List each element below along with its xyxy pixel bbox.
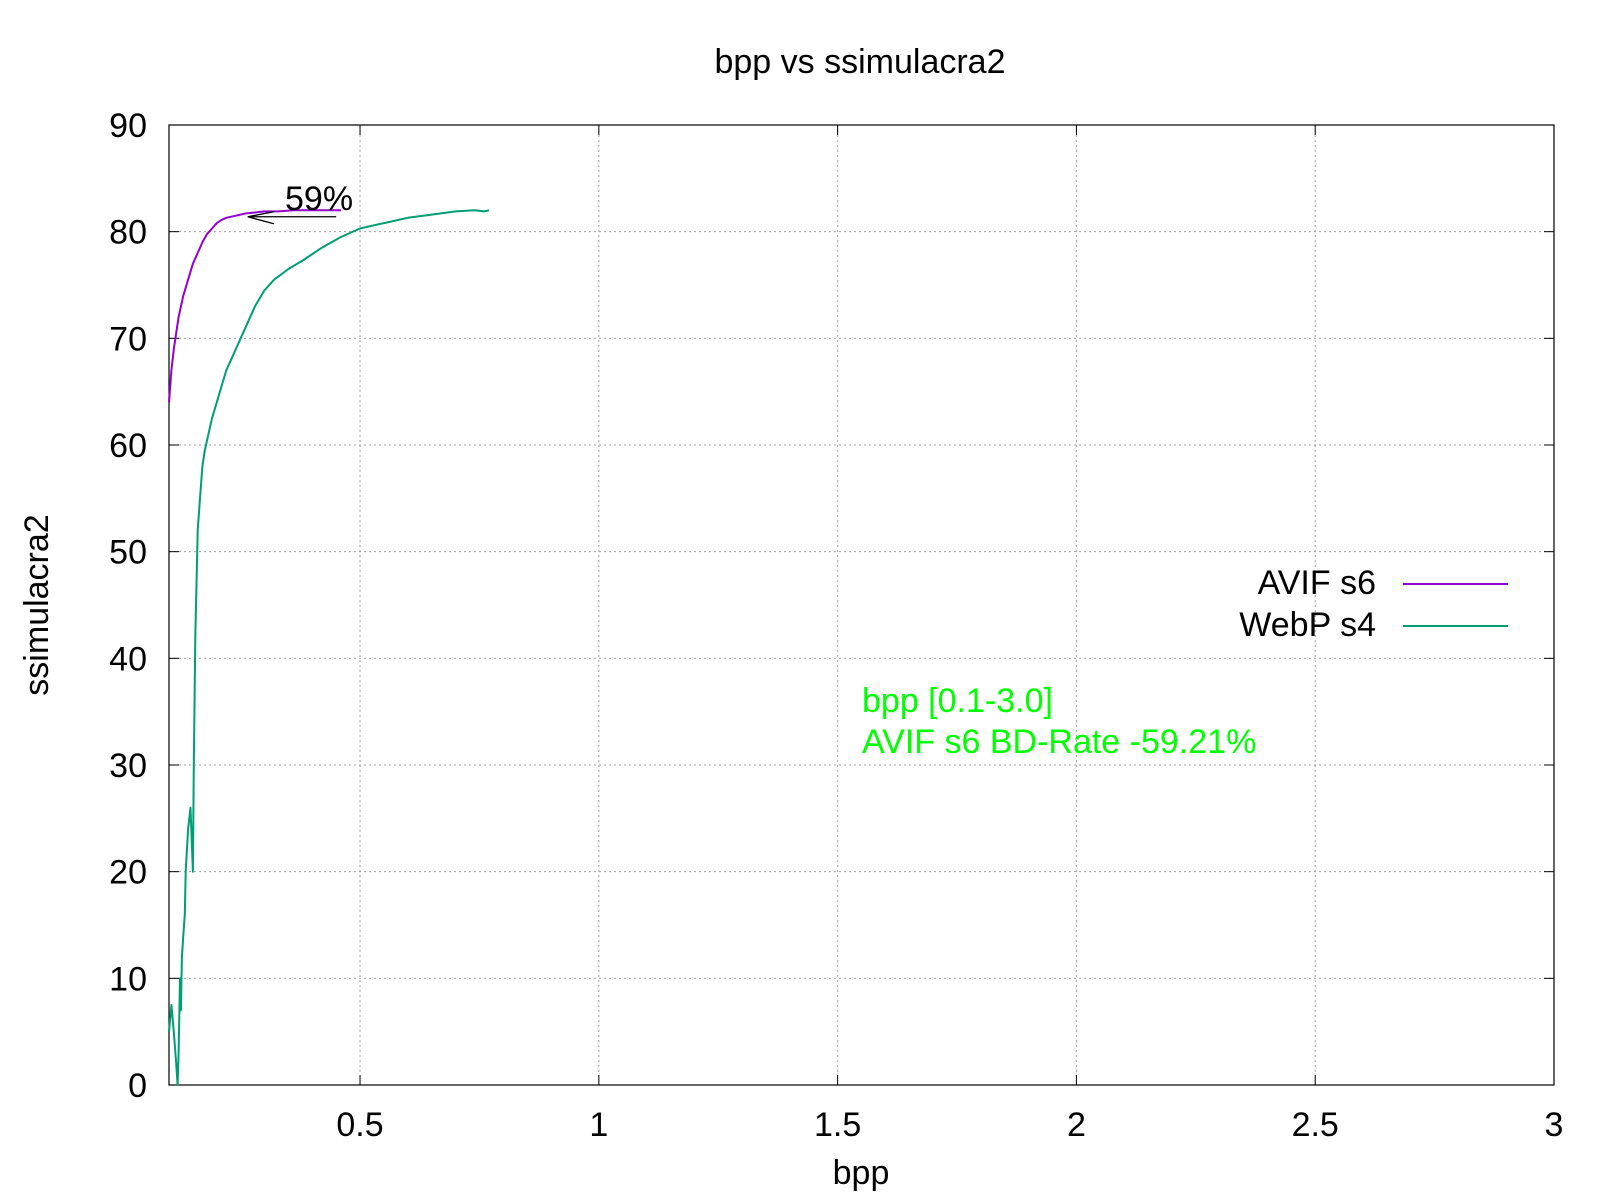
y-tick-label: 80	[109, 214, 147, 252]
series	[168, 209, 490, 1086]
annotation-range: bpp [0.1-3.0]	[862, 682, 1053, 720]
y-tick-label: 90	[109, 107, 147, 145]
y-tick-label: 40	[109, 640, 147, 678]
x-tick-label: 3	[1545, 1106, 1564, 1144]
x-tick-label: 0.5	[336, 1106, 383, 1144]
axis-ticks	[169, 124, 1555, 1086]
plot-frame	[168, 124, 1555, 1086]
legend-label-webp: WebP s4	[1239, 606, 1376, 644]
y-axis-label: ssimulacra2	[18, 514, 56, 695]
x-tick-label: 1	[589, 1106, 608, 1144]
x-axis-label: bpp	[833, 1154, 890, 1192]
bd-rate-arrow	[247, 211, 337, 225]
series-line-1	[168, 209, 490, 1086]
y-tick-label: 30	[109, 747, 147, 785]
series-line-0	[168, 209, 341, 403]
x-tick-label: 2.5	[1292, 1106, 1339, 1144]
annotation-percent: 59%	[285, 180, 353, 218]
chart-title: bpp vs ssimulacra2	[714, 43, 1005, 81]
grid	[169, 125, 1554, 1085]
y-tick-label: 0	[128, 1067, 147, 1105]
y-tick-label: 10	[109, 960, 147, 998]
x-tick-label: 2	[1067, 1106, 1086, 1144]
y-tick-label: 20	[109, 854, 147, 892]
y-tick-label: 70	[109, 320, 147, 358]
annotation-bd-rate: AVIF s6 BD-Rate -59.21%	[862, 723, 1256, 761]
legend: AVIF s6 WebP s4	[1239, 564, 1508, 644]
y-tick-label: 60	[109, 427, 147, 465]
legend-label-avif: AVIF s6	[1258, 564, 1376, 602]
arrow-head	[247, 211, 274, 225]
y-tick-label: 50	[109, 534, 147, 572]
x-tick-label: 1.5	[814, 1106, 861, 1144]
